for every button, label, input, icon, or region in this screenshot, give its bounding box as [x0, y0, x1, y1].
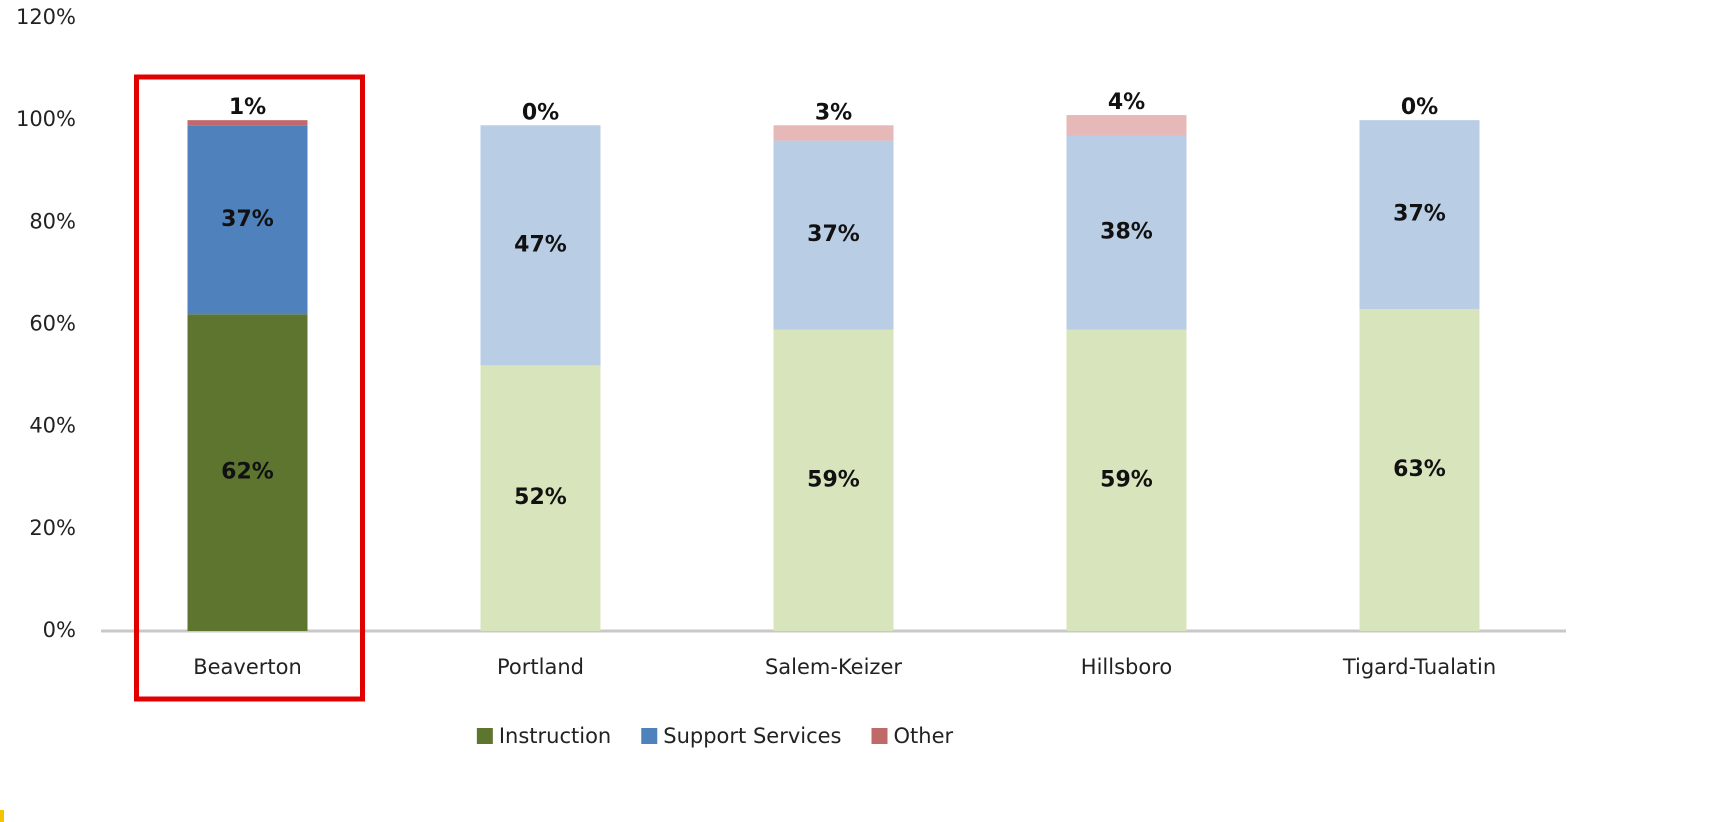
value-label: 59% — [807, 467, 860, 492]
legend-label: Support Services — [663, 724, 841, 748]
value-label: 1% — [229, 95, 266, 120]
legend-swatch — [641, 728, 658, 744]
x-tick-label: Hillsboro — [1081, 655, 1172, 679]
bar-segment — [187, 314, 308, 631]
bar-segment — [1359, 120, 1480, 310]
y-tick-label: 60% — [29, 312, 76, 336]
bar-segment — [1359, 309, 1480, 631]
value-label: 37% — [1393, 202, 1446, 227]
bar-segment — [187, 125, 308, 315]
bar-segment — [773, 125, 894, 141]
value-label: 0% — [522, 100, 559, 125]
legend-label: Instruction — [499, 724, 611, 748]
value-label: 38% — [1100, 220, 1153, 245]
x-tick-label: Tigard-Tualatin — [1342, 655, 1496, 679]
legend-swatch — [476, 728, 493, 744]
legend-label: Other — [894, 724, 954, 748]
y-tick-label: 20% — [29, 516, 76, 540]
value-label: 62% — [221, 460, 274, 485]
x-tick-label: Beaverton — [193, 655, 302, 679]
corner-mark — [0, 810, 4, 822]
value-label: 37% — [807, 222, 860, 247]
y-tick-label: 40% — [29, 414, 76, 438]
bar-segment — [480, 125, 601, 366]
value-label: 52% — [514, 485, 567, 510]
value-label: 4% — [1108, 90, 1145, 115]
bar-segment — [1066, 135, 1187, 330]
x-tick-label: Salem-Keizer — [765, 655, 902, 679]
value-label: 59% — [1100, 467, 1153, 492]
highlight-frame — [134, 74, 365, 702]
x-tick-label: Portland — [497, 655, 584, 679]
bar-segment — [1066, 115, 1187, 136]
bar-segment — [773, 329, 894, 631]
legend-swatch — [871, 728, 888, 744]
bar-segment — [187, 120, 308, 126]
y-tick-label: 80% — [29, 209, 76, 233]
bar-segment — [773, 140, 894, 330]
y-tick-label: 0% — [43, 618, 76, 642]
value-label: 0% — [1401, 95, 1438, 120]
y-tick-label: 120% — [16, 5, 76, 29]
bar-segment — [1066, 329, 1187, 631]
value-label: 37% — [221, 207, 274, 232]
value-label: 47% — [514, 232, 567, 257]
value-label: 63% — [1393, 457, 1446, 482]
value-label: 3% — [815, 100, 852, 125]
bar-segment — [480, 365, 601, 631]
y-tick-label: 100% — [16, 107, 76, 131]
